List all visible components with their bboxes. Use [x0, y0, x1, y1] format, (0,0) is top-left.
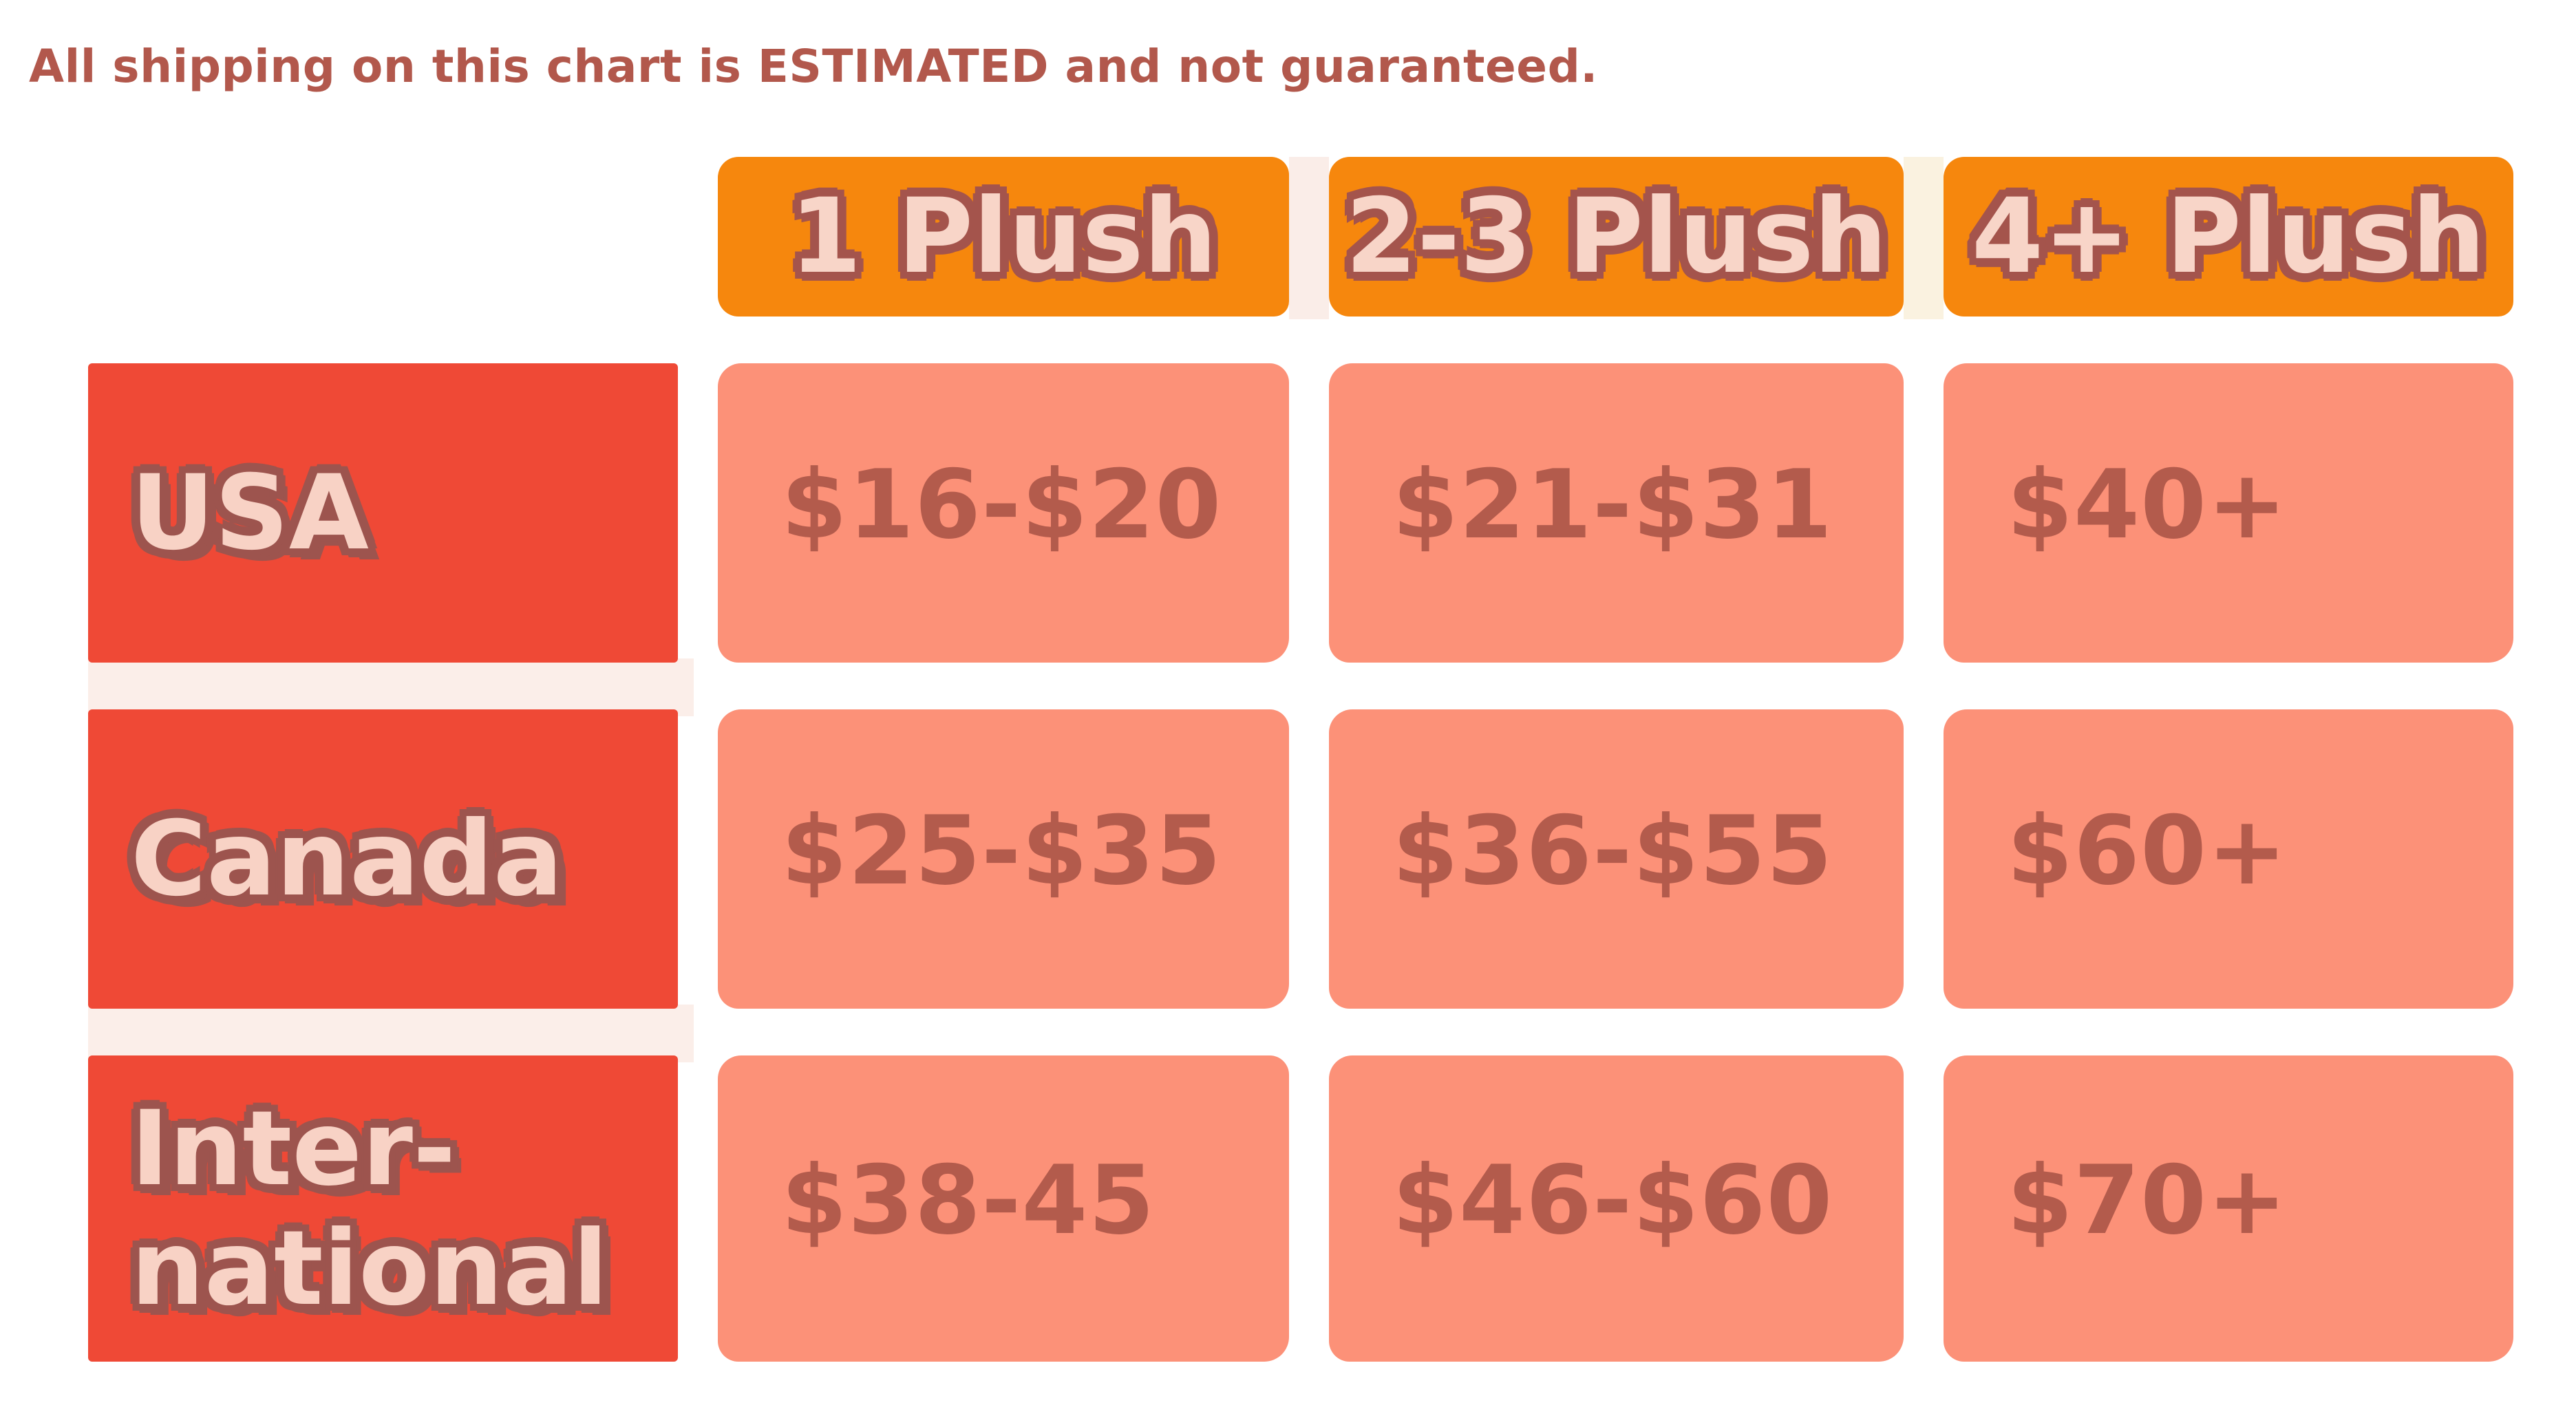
column-header-2-3-plush: 2-3 Plush	[1329, 157, 1904, 317]
shipping-estimate-table: 1 Plush 2-3 Plush 4+ Plush USA $16-$20 $…	[88, 157, 2513, 1362]
row-gap-strip	[88, 1005, 694, 1062]
cell-canada-2-3-plush: $36-$55	[1329, 709, 1904, 1009]
price-value: $40+	[2007, 449, 2288, 560]
disclaimer-title: All shipping on this chart is ESTIMATED …	[29, 40, 1598, 93]
row-header-international: Inter- national	[88, 1055, 678, 1362]
column-header-4-plus-plush: 4+ Plush	[1944, 157, 2513, 317]
column-header-label: 1 Plush	[789, 177, 1217, 297]
row-header-label: Canada	[131, 799, 563, 919]
table-corner-spacer	[88, 157, 678, 317]
cell-international-2-3-plush: $46-$60	[1329, 1055, 1904, 1362]
cell-international-1-plush: $38-45	[718, 1055, 1289, 1362]
cell-canada-4-plus-plush: $60+	[1944, 709, 2513, 1009]
column-header-1-plush: 1 Plush	[718, 157, 1289, 317]
price-value: $60+	[2007, 795, 2288, 906]
cell-usa-2-3-plush: $21-$31	[1329, 363, 1904, 663]
price-value: $25-$35	[781, 795, 1222, 906]
row-header-canada: Canada	[88, 709, 678, 1009]
price-value: $16-$20	[781, 449, 1222, 560]
price-value: $21-$31	[1392, 449, 1833, 560]
price-value: $46-$60	[1392, 1145, 1833, 1256]
header-gap-strip	[1904, 157, 1944, 319]
price-value: $36-$55	[1392, 795, 1833, 906]
cell-usa-1-plush: $16-$20	[718, 363, 1289, 663]
row-header-label: USA	[131, 453, 369, 573]
column-header-label: 4+ Plush	[1971, 177, 2486, 297]
cell-canada-1-plush: $25-$35	[718, 709, 1289, 1009]
cell-international-4-plus-plush: $70+	[1944, 1055, 2513, 1362]
header-gap-strip	[1289, 157, 1329, 319]
row-header-label: Inter- national	[131, 1088, 608, 1329]
column-header-label: 2-3 Plush	[1345, 177, 1888, 297]
row-header-usa: USA	[88, 363, 678, 663]
row-gap-strip	[88, 658, 694, 716]
cell-usa-4-plus-plush: $40+	[1944, 363, 2513, 663]
price-value: $38-45	[781, 1145, 1156, 1256]
price-value: $70+	[2007, 1145, 2288, 1256]
